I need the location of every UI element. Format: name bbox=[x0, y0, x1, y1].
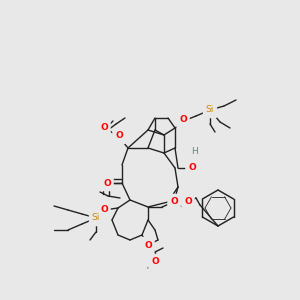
Text: Si: Si bbox=[91, 212, 101, 224]
Text: O: O bbox=[144, 241, 152, 250]
Text: O: O bbox=[188, 164, 196, 172]
Text: O: O bbox=[183, 196, 193, 208]
Text: O: O bbox=[115, 131, 123, 140]
Text: Si: Si bbox=[92, 214, 100, 223]
Text: O: O bbox=[143, 238, 153, 251]
Text: O: O bbox=[170, 197, 178, 206]
Text: H: H bbox=[190, 146, 198, 158]
Text: O: O bbox=[184, 197, 192, 206]
Text: O: O bbox=[114, 130, 124, 142]
Text: O: O bbox=[150, 256, 160, 268]
Text: O: O bbox=[102, 176, 112, 190]
Text: O: O bbox=[179, 116, 187, 124]
Text: O: O bbox=[169, 196, 179, 208]
Text: O: O bbox=[103, 178, 111, 188]
Text: O: O bbox=[100, 206, 108, 214]
Text: H: H bbox=[190, 148, 197, 157]
Text: O: O bbox=[178, 113, 188, 127]
Text: O: O bbox=[99, 122, 109, 134]
Text: O: O bbox=[100, 124, 108, 133]
Text: Si: Si bbox=[206, 106, 214, 115]
Text: O: O bbox=[151, 257, 159, 266]
Text: Si: Si bbox=[205, 103, 215, 116]
Text: O: O bbox=[99, 203, 109, 217]
Text: O: O bbox=[187, 161, 197, 175]
